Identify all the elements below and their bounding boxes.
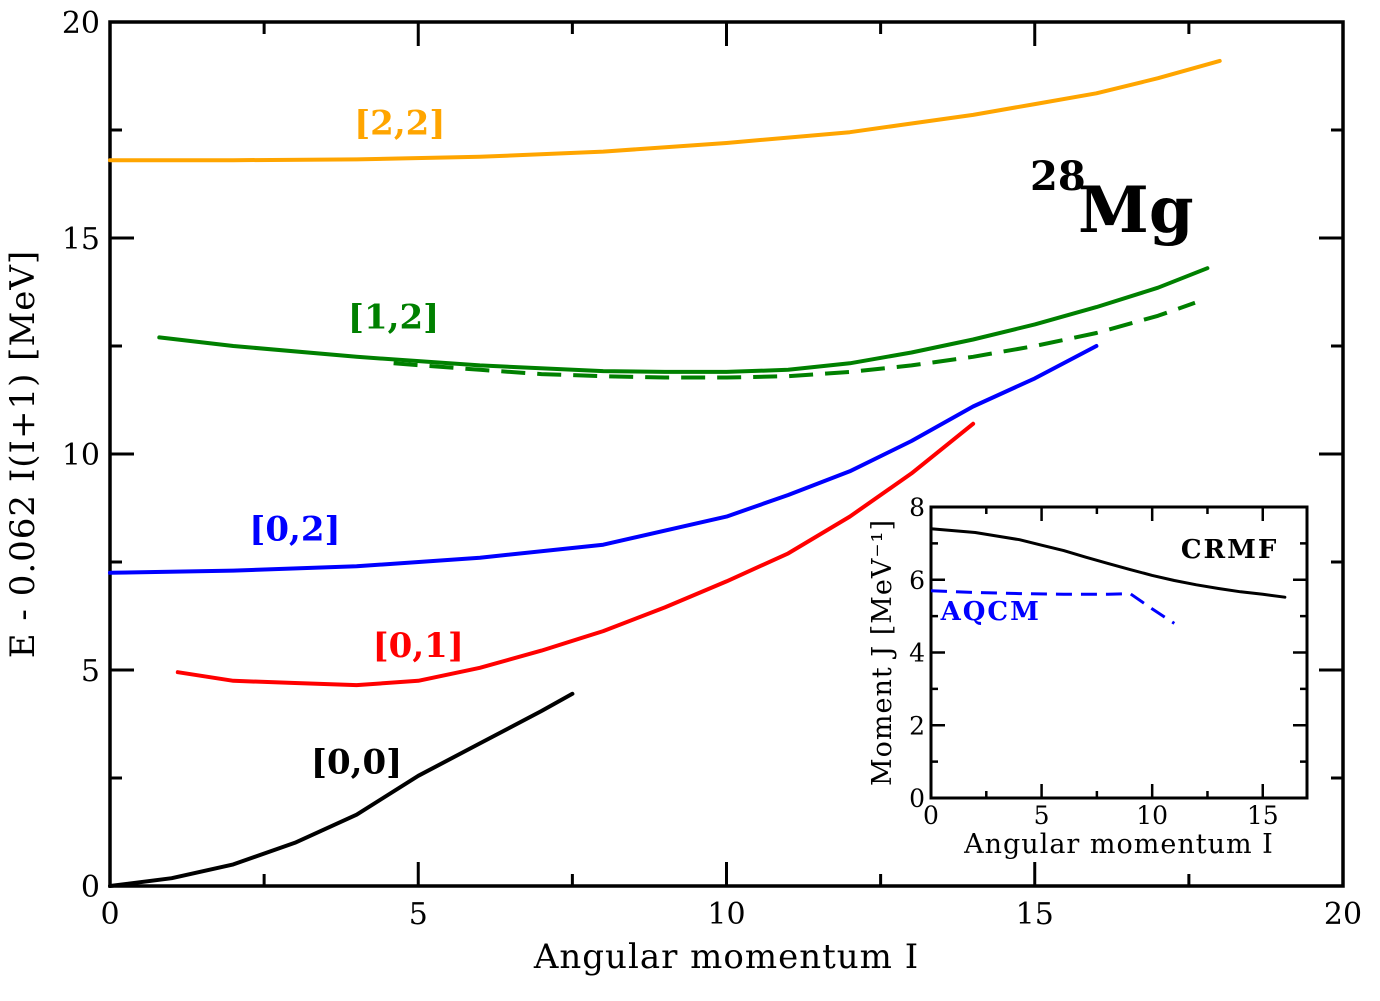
y-tick-label: 15 <box>62 222 100 257</box>
series-line-02 <box>108 344 1099 575</box>
series-label: [0,1] <box>373 626 464 666</box>
y-tick-label: 8 <box>909 493 925 522</box>
series-line-01 <box>175 421 976 688</box>
x-tick-label: 5 <box>1034 801 1050 830</box>
y-tick-label: 20 <box>62 6 100 41</box>
series-line-22 <box>108 58 1222 163</box>
x-tick-label: 10 <box>707 897 745 932</box>
series-line-CRMF <box>929 527 1287 599</box>
series-line-12 <box>157 266 1210 374</box>
series-label: [0,2] <box>249 509 340 549</box>
series-label: AQCM <box>940 597 1041 627</box>
y-tick-label: 5 <box>81 654 100 689</box>
x-tick-label: 5 <box>409 897 428 932</box>
inset-series-labels: CRMF AQCM <box>940 535 1279 627</box>
nucleus-label: 28 Mg <box>1030 153 1194 248</box>
y-tick-label: 10 <box>62 438 100 473</box>
x-tick-label: 10 <box>1136 801 1168 830</box>
series-line-00 <box>108 691 575 888</box>
x-tick-label: 15 <box>1016 897 1054 932</box>
nucleus-mass-number: 28 <box>1030 153 1086 200</box>
main-x-axis-title: Angular momentum I <box>533 937 919 977</box>
nucleus-symbol: Mg <box>1078 173 1194 248</box>
series-label: [1,2] <box>348 298 439 338</box>
series-line-dashed-4 <box>393 300 1196 380</box>
series-line-AQCM <box>930 589 1176 625</box>
main-series-lines <box>108 58 1222 888</box>
y-tick-label: 4 <box>909 639 925 668</box>
y-tick-label: 0 <box>81 870 100 905</box>
inset-series-lines <box>929 527 1287 625</box>
series-label: [2,2] <box>354 103 445 143</box>
y-tick-label: 0 <box>909 784 925 813</box>
y-tick-label: 2 <box>909 711 925 740</box>
series-label: CRMF <box>1181 535 1279 565</box>
x-tick-label: 15 <box>1247 801 1279 830</box>
x-tick-label: 0 <box>923 801 939 830</box>
x-tick-label: 20 <box>1324 897 1362 932</box>
series-label: [0,0] <box>311 743 402 783</box>
inset-y-axis-title: Moment J [MeV⁻¹] <box>867 519 898 786</box>
inset-x-axis-title: Angular momentum I <box>963 829 1274 860</box>
main-y-axis-title: E - 0.062 I(I+1) [MeV] <box>3 250 43 658</box>
main-series-labels: [0,0] [0,1] [0,2] [1,2] [2,2] <box>249 103 464 782</box>
y-tick-label: 6 <box>909 566 925 595</box>
inset-background <box>931 507 1307 798</box>
inset-axis-ticks: 0 5 10 15 0 2 4 6 8 <box>909 493 1307 830</box>
x-tick-label: 0 <box>100 897 119 932</box>
